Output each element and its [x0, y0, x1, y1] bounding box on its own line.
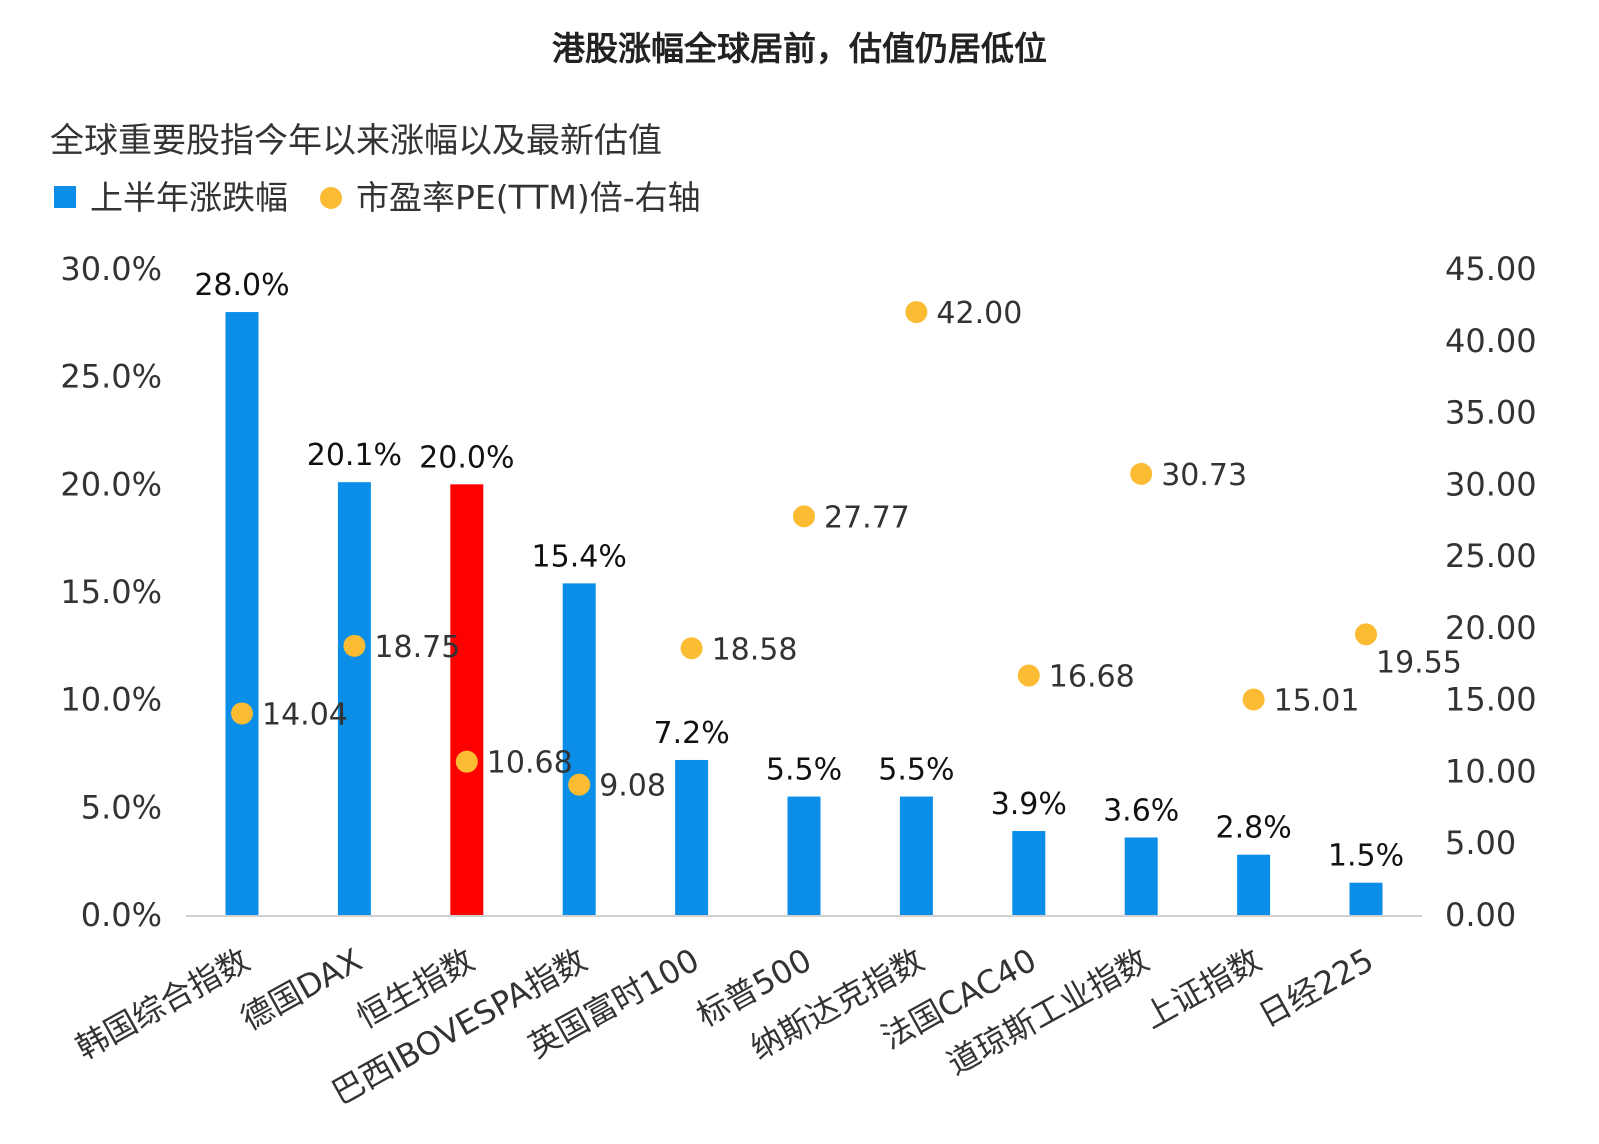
pe-dot [1242, 688, 1265, 711]
legend-bar-swatch [54, 186, 76, 208]
bar-value-label: 1.5% [1328, 839, 1404, 874]
right-tick-label: 30.00 [1445, 465, 1537, 503]
pe-value-label: 9.08 [599, 769, 666, 804]
bar [1012, 831, 1046, 915]
right-tick-label: 25.00 [1445, 537, 1537, 575]
bar [1237, 854, 1271, 915]
bar-value-label: 5.5% [878, 753, 954, 788]
bars [225, 312, 1383, 916]
right-tick-label: 15.00 [1445, 681, 1537, 719]
legend-dot-label: 市盈率PE(TTM)倍-右轴 [356, 178, 701, 217]
category-labels: 韩国综合指数德国DAX恒生指数巴西IBOVESPA指数英国富时100标普500纳… [70, 941, 1380, 1112]
bar [225, 312, 259, 916]
bar-labels: 28.0% 20.1% 20.0% 15.4% 7.2% 5.5% 5.5% 3.9% 3.6%… [194, 268, 1404, 874]
pe-dot [1130, 462, 1153, 485]
left-tick-label: 10.0% [60, 681, 162, 719]
pe-value-label: 30.73 [1161, 458, 1247, 493]
bar [450, 484, 484, 915]
category-label: 韩国综合指数 [70, 941, 256, 1067]
pe-dot [343, 634, 366, 657]
legend: 上半年涨跌幅 市盈率PE(TTM)倍-右轴 [54, 178, 701, 217]
pe-dot [455, 750, 478, 773]
bar-value-label: 3.9% [991, 787, 1067, 822]
bar-value-label: 7.2% [653, 716, 729, 751]
right-tick-label: 35.00 [1445, 394, 1537, 432]
pe-labels: 14.04 18.75 10.68 9.08 18.58 27.77 42.00 16.68 3… [262, 296, 1462, 804]
left-axis: 0.0% 5.0% 10.0% 15.0% 20.0% 25.0% 30.0% [60, 250, 162, 934]
bar-value-label: 15.4% [532, 539, 627, 574]
page-title: 港股涨幅全球居前，估值仍居低位 [552, 29, 1047, 68]
category-label: 日经225 [1252, 941, 1380, 1035]
pe-value-label: 18.75 [374, 630, 460, 665]
pe-value-label: 19.55 [1376, 645, 1462, 680]
pe-value-label: 16.68 [1049, 660, 1135, 695]
left-tick-label: 25.0% [60, 358, 162, 396]
category-label: 德国DAX [234, 941, 368, 1038]
left-tick-label: 20.0% [60, 465, 162, 503]
bar-value-label: 28.0% [194, 268, 289, 303]
pe-dot [231, 702, 253, 725]
pe-dot [905, 301, 928, 324]
right-tick-label: 20.00 [1445, 609, 1537, 647]
bar-value-label: 5.5% [766, 753, 842, 788]
bar-value-label: 20.0% [419, 440, 514, 475]
pe-value-label: 10.68 [487, 746, 573, 781]
right-axis: 0.00 5.00 10.00 15.00 20.00 25.00 30.00 35.00 40… [1445, 250, 1537, 934]
pe-value-label: 42.00 [936, 296, 1022, 331]
bar-value-label: 3.6% [1103, 793, 1179, 828]
bar [675, 759, 709, 915]
pe-dot [1017, 664, 1040, 687]
bar-value-label: 20.1% [307, 438, 402, 473]
pe-dot [568, 773, 591, 796]
pe-dots [231, 301, 1377, 796]
bar [337, 482, 371, 915]
legend-bar-label: 上半年涨跌幅 [90, 178, 288, 217]
bar [562, 583, 596, 915]
pe-dot [793, 505, 815, 528]
pe-value-label: 14.04 [262, 697, 348, 732]
right-tick-label: 40.00 [1445, 322, 1537, 360]
right-tick-label: 5.00 [1445, 824, 1516, 862]
right-tick-label: 0.00 [1445, 896, 1516, 934]
bar [787, 796, 821, 915]
bar [1349, 882, 1383, 915]
pe-dot [680, 637, 703, 660]
left-tick-label: 15.0% [60, 573, 162, 611]
left-tick-label: 0.0% [81, 896, 162, 934]
pe-value-label: 15.01 [1274, 684, 1360, 719]
right-tick-label: 45.00 [1445, 250, 1537, 288]
left-tick-label: 30.0% [60, 250, 162, 288]
pe-value-label: 27.77 [824, 500, 910, 535]
bar [899, 796, 933, 915]
pe-value-label: 18.58 [712, 632, 798, 667]
bar-value-label: 2.8% [1215, 811, 1291, 846]
pe-dot [1355, 623, 1377, 646]
bar [1124, 837, 1158, 915]
right-tick-label: 10.00 [1445, 752, 1537, 790]
legend-dot-swatch [320, 187, 342, 209]
chart-title: 全球重要股指今年以来涨幅以及最新估值 [50, 121, 662, 161]
left-tick-label: 5.0% [81, 788, 162, 826]
category-label: 上证指数 [1137, 941, 1267, 1036]
